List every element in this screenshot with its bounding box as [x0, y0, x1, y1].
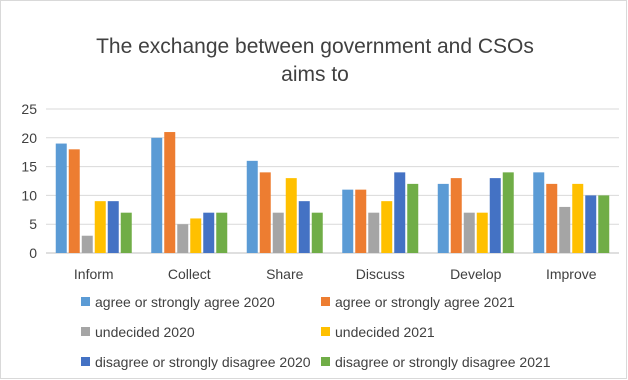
- x-category-label: Inform: [74, 266, 114, 282]
- legend-swatch: [321, 327, 330, 336]
- bar-develop-series-2: [450, 178, 462, 253]
- bar-inform-series-4: [94, 201, 106, 253]
- bar-improve-series-6: [598, 195, 610, 253]
- bar-discuss-series-6: [407, 183, 419, 253]
- bar-develop-series-3: [463, 212, 475, 253]
- legend-label: agree or strongly agree 2021: [335, 294, 515, 310]
- legend-swatch: [321, 357, 330, 366]
- bar-inform-series-1: [55, 143, 67, 253]
- bar-inform-series-6: [120, 212, 132, 253]
- bar-develop-series-1: [437, 183, 449, 253]
- bar-discuss-series-5: [394, 172, 406, 253]
- bar-share-series-2: [259, 172, 271, 253]
- legend: agree or strongly agree 2020 agree or str…: [81, 294, 551, 370]
- bar-inform-series-3: [81, 235, 93, 253]
- bar-collect-series-4: [190, 218, 202, 253]
- legend-label: agree or strongly agree 2020: [95, 294, 275, 310]
- x-category-label: Improve: [546, 266, 597, 282]
- bar-improve-series-1: [533, 172, 545, 253]
- bar-collect-series-6: [216, 212, 228, 253]
- legend-swatch: [81, 357, 90, 366]
- bar-develop-series-6: [502, 172, 514, 253]
- bar-develop-series-5: [489, 178, 501, 253]
- bar-inform-series-2: [68, 149, 80, 253]
- bar-collect-series-5: [203, 212, 215, 253]
- bar-collect-series-3: [177, 224, 189, 253]
- bar-share-series-4: [285, 178, 297, 253]
- bar-develop-series-4: [476, 212, 488, 253]
- bars: [55, 132, 610, 253]
- bar-discuss-series-1: [342, 189, 354, 253]
- legend-label: undecided 2021: [335, 324, 435, 340]
- bar-collect-series-2: [164, 132, 176, 253]
- chart-title-line-2: aims to: [281, 63, 349, 86]
- bar-inform-series-5: [107, 201, 119, 253]
- bar-improve-series-2: [546, 183, 558, 253]
- bar-discuss-series-3: [368, 212, 380, 253]
- legend-swatch: [321, 297, 330, 306]
- gridlines: [46, 108, 619, 254]
- bar-share-series-5: [298, 201, 310, 253]
- legend-label: disagree or strongly disagree 2021: [335, 354, 551, 370]
- x-axis-category-labels: Inform Collect Share Discuss Develop Improve: [74, 266, 597, 282]
- legend-swatch: [81, 327, 90, 336]
- y-tick-label: 5: [29, 216, 37, 232]
- bar-share-series-3: [272, 212, 284, 253]
- x-category-label: Develop: [450, 266, 502, 282]
- bar-improve-series-4: [572, 183, 584, 253]
- y-tick-label: 0: [29, 245, 37, 261]
- y-tick-label: 20: [21, 130, 37, 146]
- x-category-label: Discuss: [356, 266, 405, 282]
- chart-title-line-1: The exchange between government and CSOs: [96, 35, 534, 58]
- bar-discuss-series-2: [355, 189, 367, 253]
- legend-label: undecided 2020: [95, 324, 195, 340]
- y-tick-label: 10: [21, 187, 37, 203]
- y-tick-label: 15: [21, 159, 37, 175]
- x-category-label: Collect: [168, 266, 211, 282]
- y-tick-label: 25: [21, 101, 37, 117]
- bar-collect-series-1: [151, 137, 163, 253]
- y-axis-tick-labels: 0 5 10 15 20 25: [21, 101, 37, 261]
- x-category-label: Share: [266, 266, 304, 282]
- bar-improve-series-3: [559, 206, 571, 253]
- legend-label: disagree or strongly disagree 2020: [95, 354, 311, 370]
- legend-swatch: [81, 297, 90, 306]
- bar-improve-series-5: [585, 195, 597, 253]
- bar-share-series-6: [311, 212, 323, 253]
- bar-share-series-1: [246, 160, 258, 253]
- bar-discuss-series-4: [381, 201, 393, 253]
